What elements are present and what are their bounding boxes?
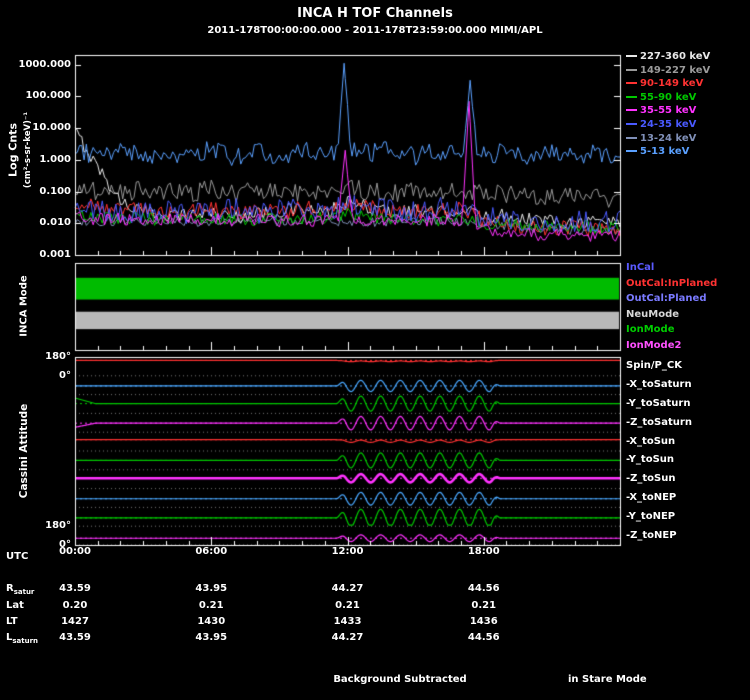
utc-axis-label: UTC — [6, 551, 29, 562]
table-row-label: LT — [6, 616, 18, 627]
legend-label: 35-55 keV — [640, 105, 697, 117]
table-cell-value: 43.95 — [195, 632, 228, 643]
table-cell-value: 0.21 — [471, 600, 497, 611]
legend-label: 149-227 keV — [640, 64, 711, 76]
legend-item-energy-channel: 13-24 keV — [626, 132, 696, 145]
table-cell-value: 44.27 — [331, 583, 364, 594]
table-cell-value: 0.21 — [335, 600, 360, 611]
table-cell-value: 43.59 — [59, 583, 91, 594]
time-tick-label: 06:00 — [195, 546, 228, 557]
table-label-subscript: satur — [13, 588, 35, 596]
legend-item-energy-channel: 5-13 keV — [626, 145, 689, 158]
table-cell-value: 44.27 — [331, 632, 364, 643]
legend-item-energy-channel: 227-360 keV — [626, 50, 710, 63]
legend-item-attitude: -Z_toNEP — [626, 529, 677, 541]
series-line-swatch — [626, 82, 637, 85]
legend-item-attitude: -X_toSun — [626, 435, 676, 447]
legend-item-attitude: -Z_toSun — [626, 473, 676, 485]
y-axis-label-cassini-attitude: Cassini Attitude — [18, 403, 30, 499]
legend-item-energy-channel: 35-55 keV — [626, 104, 696, 117]
legend-item-attitude: -Y_toSaturn — [626, 398, 691, 409]
legend-label: 90-149 keV — [640, 78, 704, 90]
attitude-ytick-label: 0° — [59, 539, 71, 550]
time-tick-label: 12:00 — [331, 546, 364, 557]
legend-item-energy-channel: 24-35 keV — [626, 118, 696, 131]
table-row-label: Rsatur — [6, 583, 35, 596]
legend-label: 55-90 keV — [640, 91, 697, 103]
table-cell-value: 44.56 — [467, 583, 500, 594]
table-label-main: L — [6, 632, 13, 643]
legend-item-energy-channel: 90-149 keV — [626, 77, 703, 90]
series-line-swatch — [626, 136, 637, 139]
legend-item-inca-mode: OutCal:Planed — [626, 293, 707, 304]
legend-label: 227-360 keV — [640, 51, 711, 62]
table-cell-value: 1436 — [469, 616, 498, 627]
series-line-swatch — [626, 150, 637, 153]
y-axis-label-inca-mode: INCA Mode — [18, 275, 30, 337]
legend-item-energy-channel: 55-90 keV — [626, 91, 696, 104]
table-label-main: R — [6, 583, 14, 594]
time-tick-label: 18:00 — [467, 546, 500, 557]
series-line-swatch — [626, 123, 637, 125]
series-line-swatch — [626, 55, 637, 57]
table-cell-value: 0.21 — [198, 600, 224, 611]
ytick-label: 0.100 — [39, 185, 71, 197]
table-cell-value: 43.95 — [195, 583, 228, 594]
legend-item-inca-mode: InCal — [626, 262, 655, 273]
table-label-subscript: saturn — [12, 637, 39, 645]
time-range-subtitle: 2011-178T00:00:00.000 - 2011-178T23:59:0… — [207, 25, 543, 36]
attitude-ytick-label: 180° — [45, 351, 71, 362]
ytick-label: 10.000 — [32, 122, 71, 134]
page-title: INCA H TOF Channels — [297, 6, 453, 21]
legend-label: 13-24 keV — [640, 132, 697, 144]
ytick-label: 0.010 — [39, 217, 71, 229]
series-line-swatch — [626, 109, 637, 112]
table-row-label: Lsaturn — [6, 632, 39, 645]
legend-item-inca-mode: IonMode2 — [626, 339, 682, 351]
table-cell-value: 1433 — [333, 616, 362, 627]
ytick-label: 0.001 — [39, 249, 71, 260]
table-label-main: LT — [6, 616, 18, 627]
attitude-ytick-label: 180° — [45, 520, 71, 532]
series-line-swatch — [626, 68, 637, 71]
legend-item-inca-mode: IonMode — [626, 324, 675, 335]
legend-item-attitude: -X_toNEP — [626, 492, 677, 503]
legend-item-energy-channel: 149-227 keV — [626, 64, 710, 77]
series-line-swatch — [626, 95, 637, 98]
legend-item-inca-mode: OutCal:InPlaned — [626, 277, 718, 289]
table-cell-value: 1427 — [61, 616, 89, 627]
ytick-label: 1.000 — [39, 153, 71, 165]
legend-item-attitude: -Y_toSun — [626, 454, 675, 466]
legend-label: 24-35 keV — [640, 119, 697, 130]
table-row-label: Lat — [6, 600, 24, 611]
table-cell-value: 44.56 — [467, 632, 500, 643]
time-tick-label: 00:00 — [59, 546, 91, 557]
legend-item-inca-mode: NeuMode — [626, 308, 680, 320]
legend-item-attitude: Spin/P_CK — [626, 360, 682, 372]
table-cell-value: 43.59 — [59, 632, 91, 643]
ytick-label: 1000.000 — [18, 58, 71, 70]
legend-item-attitude: -X_toSaturn — [626, 379, 692, 391]
ytick-label: 100.000 — [25, 90, 71, 102]
footer-stare-mode: in Stare Mode — [568, 674, 647, 685]
attitude-ytick-label: 0° — [59, 369, 71, 381]
table-cell-value: 0.20 — [62, 600, 88, 611]
legend-item-attitude: -Y_toNEP — [626, 510, 676, 522]
legend-item-attitude: -Z_toSaturn — [626, 416, 692, 428]
table-cell-value: 1430 — [197, 616, 226, 627]
table-label-main: Lat — [6, 600, 24, 611]
footer-background-subtracted: Background Subtracted — [333, 674, 467, 685]
legend-label: 5-13 keV — [640, 146, 690, 158]
